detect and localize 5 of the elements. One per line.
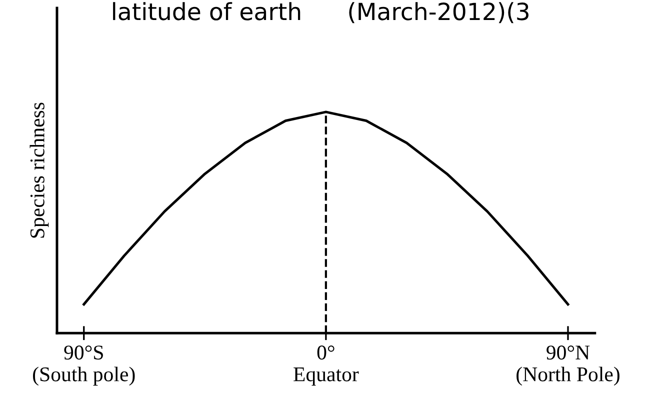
y-axis-title: Species richness (30, 102, 49, 238)
x-tick-label: 90°S (South pole) (33, 346, 135, 386)
chart-title: latitude of earth (March-2012)(3 (113, 2, 528, 24)
x-tick-label: 0° Equator (294, 346, 359, 386)
x-tick-label: 90°N (North Pole) (516, 346, 620, 386)
